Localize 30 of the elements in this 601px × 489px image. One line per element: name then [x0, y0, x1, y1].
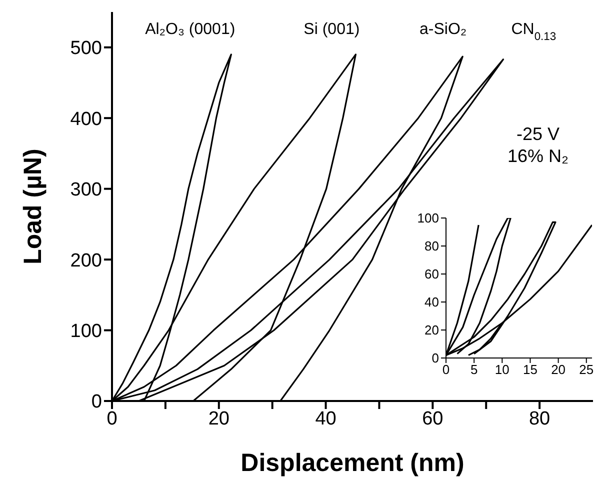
series-label: a-SiO₂	[419, 21, 467, 38]
x-tick-label: 15	[522, 362, 538, 378]
y-axis-title: Load (µN)	[18, 148, 47, 264]
x-tick-label: 20	[551, 362, 566, 378]
y-tick-label: 400	[70, 108, 102, 130]
y-tick-label: 100	[70, 321, 102, 342]
y-tick-label: 300	[70, 180, 102, 201]
x-tick-label: 0	[442, 362, 450, 378]
y-tick-label: 100	[417, 210, 439, 226]
series-label: Si (001)	[304, 21, 360, 38]
y-tick-label: 500	[70, 38, 102, 60]
x-tick-label: 40	[315, 408, 336, 430]
y-tick-label: 80	[424, 238, 439, 254]
x-tick-label: 10	[494, 362, 510, 378]
y-tick-label: 0	[91, 392, 102, 413]
x-tick-label: 25	[579, 362, 594, 378]
y-tick-label: 40	[424, 294, 439, 310]
x-tick-label: 80	[528, 408, 550, 430]
y-tick-label: 0	[432, 350, 439, 366]
x-tick-label: 5	[470, 362, 478, 378]
series-label: Al₂O₃ (0001)	[145, 21, 236, 38]
x-tick-label: 20	[208, 408, 230, 430]
y-tick-label: 60	[424, 266, 439, 282]
y-tick-label: 20	[424, 322, 439, 338]
annotation: 16% N₂	[506, 146, 570, 167]
x-axis-title: Displacement (nm)	[240, 449, 464, 477]
annotation: -25 V	[515, 124, 561, 145]
series-label: CN$_{0.13}$	[511, 21, 556, 43]
x-tick-label: 0	[106, 408, 118, 430]
y-tick-label: 200	[70, 250, 102, 272]
